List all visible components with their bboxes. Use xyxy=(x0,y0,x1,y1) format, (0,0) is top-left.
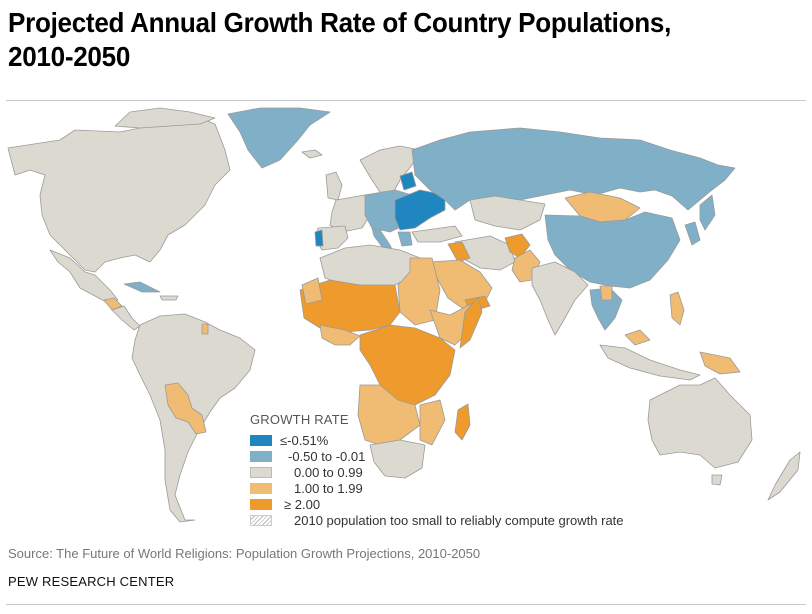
legend-label: 0.00 to 0.99 xyxy=(294,464,363,480)
region-gulf-of-guinea xyxy=(319,324,361,346)
bottom-divider xyxy=(6,604,806,605)
legend-swatch-hatched xyxy=(250,514,272,526)
legend-swatch xyxy=(250,450,272,462)
world-map xyxy=(7,107,801,523)
legend-item: 1.00 to 1.99 xyxy=(250,480,624,496)
region-bolivia-paraguay xyxy=(164,382,207,435)
brand-name: PEW RESEARCH CENTER xyxy=(8,574,175,589)
region-greece xyxy=(397,231,413,247)
legend-item: 0.00 to 0.99 xyxy=(250,464,624,480)
region-egypt-sudan xyxy=(397,257,441,326)
region-kazakhstan xyxy=(469,195,546,231)
region-angola-zambia xyxy=(357,384,421,446)
region-guatemala xyxy=(103,297,123,311)
region-canada-usa xyxy=(7,117,231,273)
legend-label: ≤-0.51% xyxy=(280,432,329,448)
legend-label: 1.00 to 1.99 xyxy=(294,480,363,496)
legend-swatch xyxy=(250,434,272,446)
region-tasmania xyxy=(711,474,723,486)
legend-item: -0.50 to -0.01 xyxy=(250,448,624,464)
region-iraq xyxy=(447,241,471,263)
region-iceland xyxy=(301,149,323,159)
legend-label: -0.50 to -0.01 xyxy=(288,448,366,464)
region-mozambique xyxy=(419,399,446,446)
region-russia xyxy=(411,127,736,211)
legend-swatch xyxy=(250,466,272,478)
region-cuba xyxy=(123,281,161,293)
region-afghanistan xyxy=(504,233,531,259)
region-central-africa xyxy=(359,324,456,406)
map-legend: GROWTH RATE ≤-0.51% -0.50 to -0.01 0.00 … xyxy=(250,412,624,528)
region-laos-myanmar xyxy=(599,285,613,301)
region-india xyxy=(531,261,589,336)
region-portugal xyxy=(314,229,324,247)
region-china xyxy=(544,211,681,289)
legend-swatch xyxy=(250,498,272,510)
region-southern-africa xyxy=(369,439,426,479)
region-new-zealand xyxy=(767,451,801,501)
legend-label: ≥ 2.00 xyxy=(284,496,321,512)
region-ukraine-balkans xyxy=(394,189,446,231)
legend-item: ≥ 2.00 xyxy=(250,496,624,512)
source-note: Source: The Future of World Religions: P… xyxy=(8,546,481,561)
region-indonesia xyxy=(599,344,701,381)
region-philippines xyxy=(669,291,685,326)
region-baltics xyxy=(399,171,417,191)
region-french-guiana xyxy=(201,323,209,335)
region-mauritania xyxy=(301,277,323,305)
page-title: Projected Annual Growth Rate of Country … xyxy=(8,7,672,72)
legend-item: ≤-0.51% xyxy=(250,432,624,448)
region-scandinavia xyxy=(359,145,421,196)
region-korea-japan xyxy=(684,194,716,246)
region-australia xyxy=(647,377,753,469)
legend-label: 2010 population too small to reliably co… xyxy=(294,512,624,528)
legend-item: 2010 population too small to reliably co… xyxy=(250,512,624,528)
region-madagascar xyxy=(454,403,471,441)
region-turkey xyxy=(411,225,463,243)
region-uk xyxy=(325,171,343,201)
region-caribbean xyxy=(159,295,179,301)
region-papua xyxy=(699,351,741,375)
region-arctic-islands xyxy=(114,107,216,129)
region-central-america xyxy=(111,305,141,331)
legend-title: GROWTH RATE xyxy=(250,412,349,427)
region-somalia xyxy=(459,297,483,349)
region-greenland xyxy=(227,107,331,169)
top-divider xyxy=(6,100,806,101)
legend-swatch xyxy=(250,482,272,494)
region-malaysia xyxy=(624,329,651,346)
